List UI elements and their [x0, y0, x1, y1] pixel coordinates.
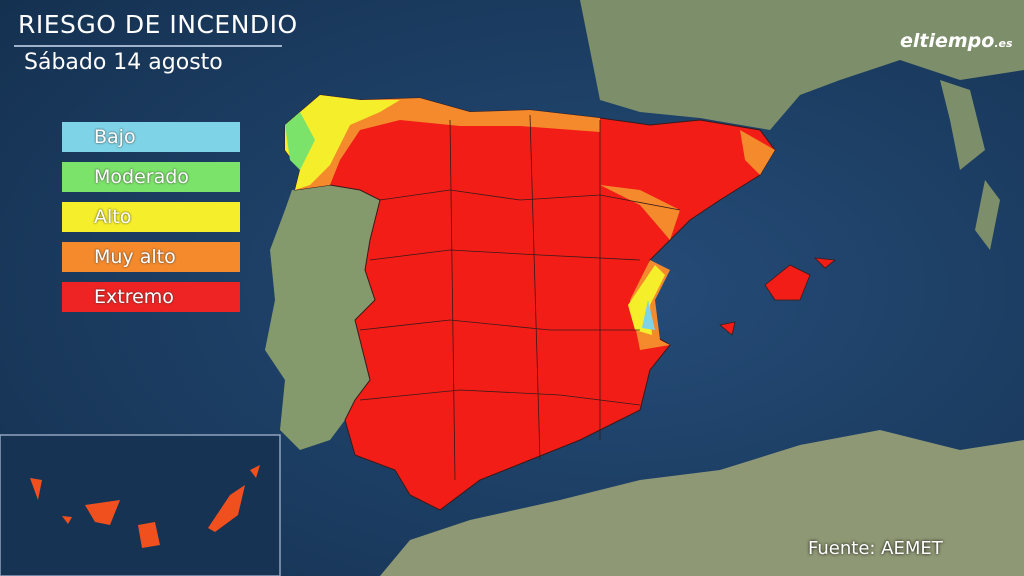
legend-item: Moderado — [62, 162, 240, 192]
logo-suffix: .es — [994, 37, 1013, 50]
east-very-high — [600, 130, 775, 240]
logo-name: eltiempo — [900, 30, 995, 52]
title-rule — [14, 45, 282, 47]
africa-land — [380, 430, 1024, 576]
province-borders — [359, 114, 681, 481]
subtitle: Sábado 14 agosto — [24, 50, 223, 75]
legend: Bajo Moderado Alto Muy alto Extremo — [62, 122, 240, 322]
title: RIESGO DE INCENDIO — [18, 10, 298, 39]
legend-item: Alto — [62, 202, 240, 232]
galicia-high — [285, 95, 400, 190]
legend-item: Muy alto — [62, 242, 240, 272]
galicia-moderate — [285, 112, 315, 170]
valencia-high — [628, 265, 665, 335]
valencia-low — [642, 300, 655, 330]
portugal-land — [265, 185, 380, 450]
france-land — [580, 0, 1024, 130]
islands-land — [940, 80, 1000, 250]
legend-item: Extremo — [62, 282, 240, 312]
logo: eltiempo.es — [900, 30, 1013, 52]
balearic-islands — [719, 257, 837, 336]
source: Fuente: AEMET — [808, 538, 943, 559]
legend-item: Bajo — [62, 122, 240, 152]
canary-islands — [30, 465, 260, 548]
